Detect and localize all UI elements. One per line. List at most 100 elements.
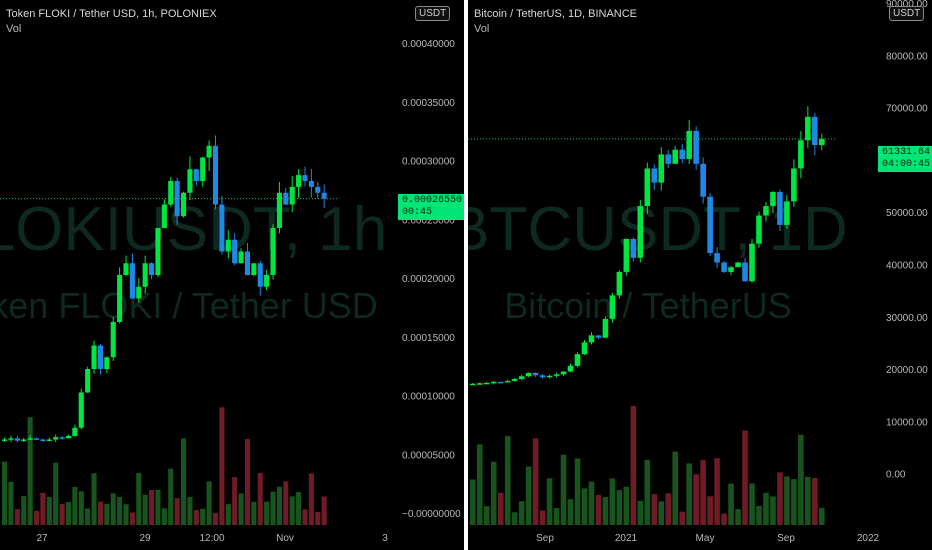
- btc-chart-svg[interactable]: BTCUSDT, 1D Bitcoin / TetherUS 90000.00 800…: [468, 0, 932, 550]
- candle-body: [27, 438, 33, 440]
- volume-bar: [136, 472, 142, 525]
- volume-bar: [264, 501, 270, 525]
- candle-body: [595, 335, 602, 338]
- volume-bar: [532, 438, 539, 525]
- candle-body: [553, 374, 560, 376]
- candle-body: [59, 437, 65, 439]
- volume-bar: [97, 501, 103, 525]
- btc-chart-panel[interactable]: BTCUSDT, 1D Bitcoin / TetherUS 90000.00 800…: [468, 0, 932, 550]
- volume-bar: [525, 466, 532, 525]
- floki-chart-svg[interactable]: FLOKIUSDT, 1h Token FLOKI / Tether USD 0.0…: [0, 0, 464, 550]
- pane-divider[interactable]: [464, 0, 468, 550]
- x-tick-label: 2022: [857, 533, 880, 544]
- last-price-label: 0.00026550 00:45: [398, 194, 467, 220]
- volume-bar: [791, 479, 797, 525]
- candle-body: [749, 243, 755, 282]
- volume-bar: [798, 434, 804, 525]
- volume-bar: [257, 473, 263, 525]
- candle-body: [630, 239, 637, 258]
- x-tick-label: Sep: [777, 533, 795, 544]
- candle-body: [244, 251, 251, 275]
- volume-bar: [742, 430, 748, 525]
- x-tick-label: Sep: [536, 533, 554, 544]
- volume-bar: [728, 483, 734, 525]
- candle-body: [97, 345, 103, 369]
- y-tick-label: −0.00000000: [402, 509, 461, 520]
- candle-body: [798, 140, 804, 169]
- volume-bar: [749, 483, 755, 525]
- volume-bar: [490, 461, 497, 525]
- candle-body: [180, 192, 187, 217]
- candle-body: [308, 181, 314, 187]
- candle-body: [33, 438, 40, 440]
- candle-body: [511, 379, 518, 381]
- volume-bar: [658, 501, 665, 525]
- y-tick-label: 0.00035000: [402, 98, 455, 109]
- candle-body: [206, 145, 212, 158]
- candle-body: [483, 382, 490, 385]
- y-tick-label: 0.00005000: [402, 450, 455, 461]
- candle-body: [721, 262, 727, 272]
- candle-body: [270, 228, 276, 275]
- candle-body: [679, 149, 685, 160]
- floki-chart-panel[interactable]: FLOKIUSDT, 1h Token FLOKI / Tether USD 0.0…: [0, 0, 467, 550]
- y-tick-label: 20000.00: [886, 365, 928, 376]
- volume-bar: [174, 498, 180, 525]
- currency-badge[interactable]: USDT: [889, 6, 925, 21]
- candle-body: [14, 438, 20, 441]
- candle-body: [700, 163, 706, 197]
- volume-bar: [14, 509, 20, 525]
- candle-body: [504, 380, 511, 383]
- candle-body: [651, 168, 658, 183]
- volume-bar: [763, 492, 769, 525]
- candle-body: [46, 439, 52, 441]
- candle-body: [21, 439, 27, 441]
- volume-bar: [756, 505, 762, 525]
- volume-bar: [315, 512, 321, 525]
- volume-bar: [497, 492, 504, 525]
- volume-bar: [483, 506, 490, 525]
- candle-body: [251, 263, 257, 275]
- candle-body: [770, 192, 776, 207]
- volume-indicator-label[interactable]: Vol: [474, 23, 490, 35]
- candle-body: [609, 295, 616, 319]
- currency-badge[interactable]: USDT: [415, 6, 451, 21]
- countdown-value: 00:45: [402, 207, 433, 218]
- candle-body: [819, 138, 825, 145]
- volume-bar: [238, 493, 244, 525]
- y-tick-label: 0.00020000: [402, 274, 455, 285]
- candle-body: [104, 357, 110, 369]
- candle-body: [665, 154, 672, 164]
- candle-body: [276, 192, 282, 228]
- candle-body: [238, 251, 244, 264]
- volume-indicator-label[interactable]: Vol: [6, 23, 22, 35]
- candle-body: [812, 116, 818, 145]
- candle-body: [476, 383, 483, 385]
- candle-body: [714, 253, 720, 263]
- candle-body: [321, 192, 327, 199]
- volume-bar: [232, 477, 238, 525]
- volume-bar: [784, 476, 790, 525]
- volume-bar: [276, 486, 282, 525]
- x-tick-label: May: [696, 533, 715, 544]
- volume-bar: [812, 477, 818, 525]
- candle-body: [161, 204, 167, 228]
- candle-body: [155, 228, 161, 275]
- volume-bar: [553, 507, 560, 525]
- volume-bar: [805, 476, 811, 525]
- candle-body: [2, 439, 8, 441]
- volume-bar: [206, 481, 212, 525]
- candle-body: [200, 157, 206, 181]
- y-tick-label: 0.00040000: [402, 39, 455, 50]
- candle-body: [588, 335, 595, 343]
- volume-bar: [200, 508, 206, 525]
- volume-bar: [679, 511, 685, 525]
- volume-bar: [672, 451, 679, 525]
- candle-body: [470, 383, 476, 386]
- x-tick-label: 2021: [615, 533, 638, 544]
- y-tick-label: 30000.00: [886, 313, 928, 324]
- volume-bar: [714, 458, 720, 525]
- candle-body: [85, 369, 91, 393]
- volume-bar: [707, 496, 713, 525]
- volume-bar: [283, 481, 289, 525]
